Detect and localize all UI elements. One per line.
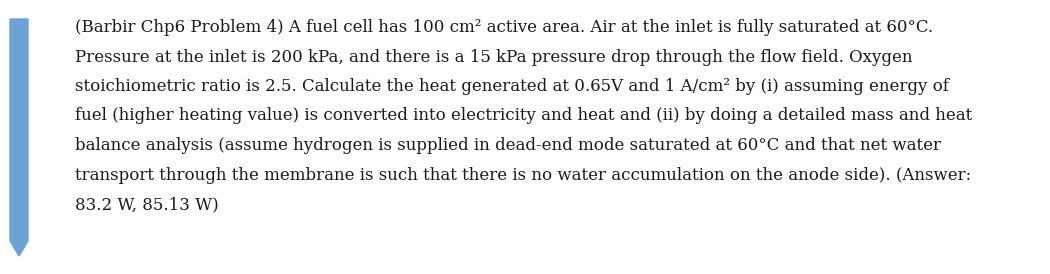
Text: stoichiometric ratio is 2.5. Calculate the heat generated at 0.65V and 1 A/cm² b: stoichiometric ratio is 2.5. Calculate t… [75,78,949,95]
Text: (Barbir Chp6 Problem 4) A fuel cell has 100 cm² active area. Air at the inlet is: (Barbir Chp6 Problem 4) A fuel cell has … [75,19,933,36]
Text: Pressure at the inlet is 200 kPa, and there is a 15 kPa pressure drop through th: Pressure at the inlet is 200 kPa, and th… [75,48,912,65]
Text: balance analysis (assume hydrogen is supplied in dead-end mode saturated at 60°C: balance analysis (assume hydrogen is sup… [75,137,941,154]
Polygon shape [10,19,28,256]
Text: transport through the membrane is such that there is no water accumulation on th: transport through the membrane is such t… [75,167,971,184]
Text: 83.2 W, 85.13 W): 83.2 W, 85.13 W) [75,196,218,213]
Text: fuel (higher heating value) is converted into electricity and heat and (ii) by d: fuel (higher heating value) is converted… [75,107,972,124]
